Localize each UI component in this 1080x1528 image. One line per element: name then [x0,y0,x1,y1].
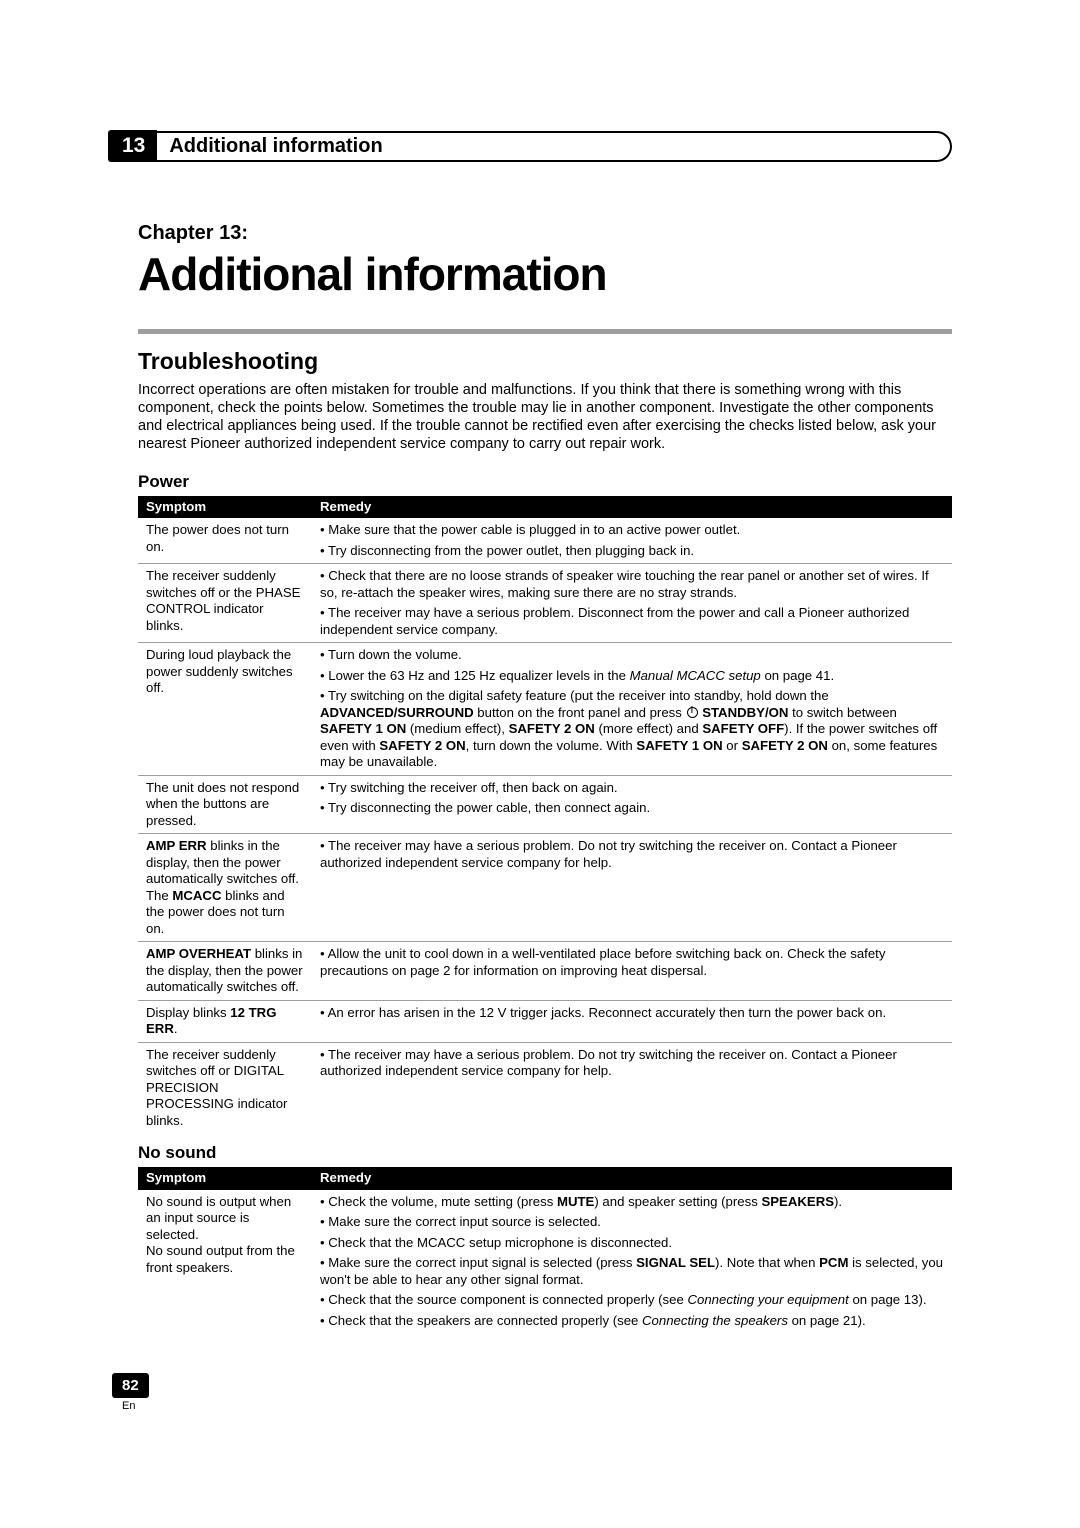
horizontal-rule [138,329,952,334]
symptom-cell: Display blinks 12 TRG ERR. [138,1000,312,1042]
table-row: The power does not turn on. Make sure tha… [138,518,952,564]
remedy-cell: Make sure that the power cable is plugge… [312,518,952,564]
intro-paragraph: Incorrect operations are often mistaken … [138,381,952,454]
col-symptom: Symptom [138,1167,312,1190]
remedy-cell: The receiver may have a serious problem.… [312,1042,952,1133]
remedy-item: Lower the 63 Hz and 125 Hz equalizer lev… [320,668,944,685]
remedy-item: Turn down the volume. [320,647,944,664]
symptom-cell: The receiver suddenly switches off or DI… [138,1042,312,1133]
remedy-cell: An error has arisen in the 12 V trigger … [312,1000,952,1042]
remedy-cell: Try switching the receiver off, then bac… [312,775,952,834]
chapter-header-title: Additional information [157,131,952,162]
symptom-cell: The unit does not respond when the butto… [138,775,312,834]
table-row: AMP OVERHEAT blinks in the display, then… [138,942,952,1001]
remedy-item: Try switching on the digital safety feat… [320,688,944,771]
remedy-item: The receiver may have a serious problem.… [320,838,944,871]
remedy-item: Allow the unit to cool down in a well-ve… [320,946,944,979]
remedy-item: Check that the MCACC setup microphone is… [320,1235,944,1252]
symptom-cell: AMP ERR blinks in the display, then the … [138,834,312,942]
section-heading-troubleshooting: Troubleshooting [138,348,952,375]
page-footer: 82 En [112,1373,1080,1412]
symptom-cell: The power does not turn on. [138,518,312,564]
symptom-cell: During loud playback the power suddenly … [138,643,312,776]
col-remedy: Remedy [312,496,952,519]
col-symptom: Symptom [138,496,312,519]
remedy-cell: Check that there are no loose strands of… [312,564,952,643]
remedy-item: Try disconnecting the power cable, then … [320,800,944,817]
power-table: Symptom Remedy The power does not turn o… [138,496,952,1134]
chapter-number: 13 [108,130,157,162]
table-row: The receiver suddenly switches off or th… [138,564,952,643]
symptom-cell: The receiver suddenly switches off or th… [138,564,312,643]
remedy-item: Make sure the correct input signal is se… [320,1255,944,1288]
main-title: Additional information [138,247,952,301]
page-number: 82 [112,1373,149,1398]
subheading-no-sound: No sound [138,1143,952,1163]
remedy-item: Try switching the receiver off, then bac… [320,780,944,797]
remedy-cell: Turn down the volume. Lower the 63 Hz and… [312,643,952,776]
remedy-item: Check that the speakers are connected pr… [320,1313,944,1330]
table-row: The receiver suddenly switches off or DI… [138,1042,952,1133]
remedy-item: Check that there are no loose strands of… [320,568,944,601]
remedy-item: The receiver may have a serious problem.… [320,1047,944,1080]
remedy-item: Make sure the correct input source is se… [320,1214,944,1231]
chapter-header: 13 Additional information [108,130,952,162]
subheading-power: Power [138,472,952,492]
table-row: No sound is output when an input source … [138,1190,952,1334]
remedy-item: Check that the source component is conne… [320,1292,944,1309]
lang-label: En [122,1400,1080,1412]
remedy-item: The receiver may have a serious problem.… [320,605,944,638]
remedy-item: Check the volume, mute setting (press MU… [320,1194,944,1211]
chapter-label: Chapter 13: [138,222,952,245]
remedy-item: Try disconnecting from the power outlet,… [320,543,944,560]
symptom-cell: AMP OVERHEAT blinks in the display, then… [138,942,312,1001]
nosound-table: Symptom Remedy No sound is output when a… [138,1167,952,1333]
remedy-item: An error has arisen in the 12 V trigger … [320,1005,944,1022]
remedy-item: Make sure that the power cable is plugge… [320,522,944,539]
page-content: Chapter 13: Additional information Troub… [138,222,952,1333]
remedy-cell: Check the volume, mute setting (press MU… [312,1190,952,1334]
col-remedy: Remedy [312,1167,952,1190]
standby-icon [687,707,698,718]
table-row: The unit does not respond when the butto… [138,775,952,834]
table-row: Display blinks 12 TRG ERR. An error has a… [138,1000,952,1042]
remedy-cell: Allow the unit to cool down in a well-ve… [312,942,952,1001]
symptom-cell: No sound is output when an input source … [138,1190,312,1334]
table-row: AMP ERR blinks in the display, then the … [138,834,952,942]
table-row: During loud playback the power suddenly … [138,643,952,776]
remedy-cell: The receiver may have a serious problem.… [312,834,952,942]
